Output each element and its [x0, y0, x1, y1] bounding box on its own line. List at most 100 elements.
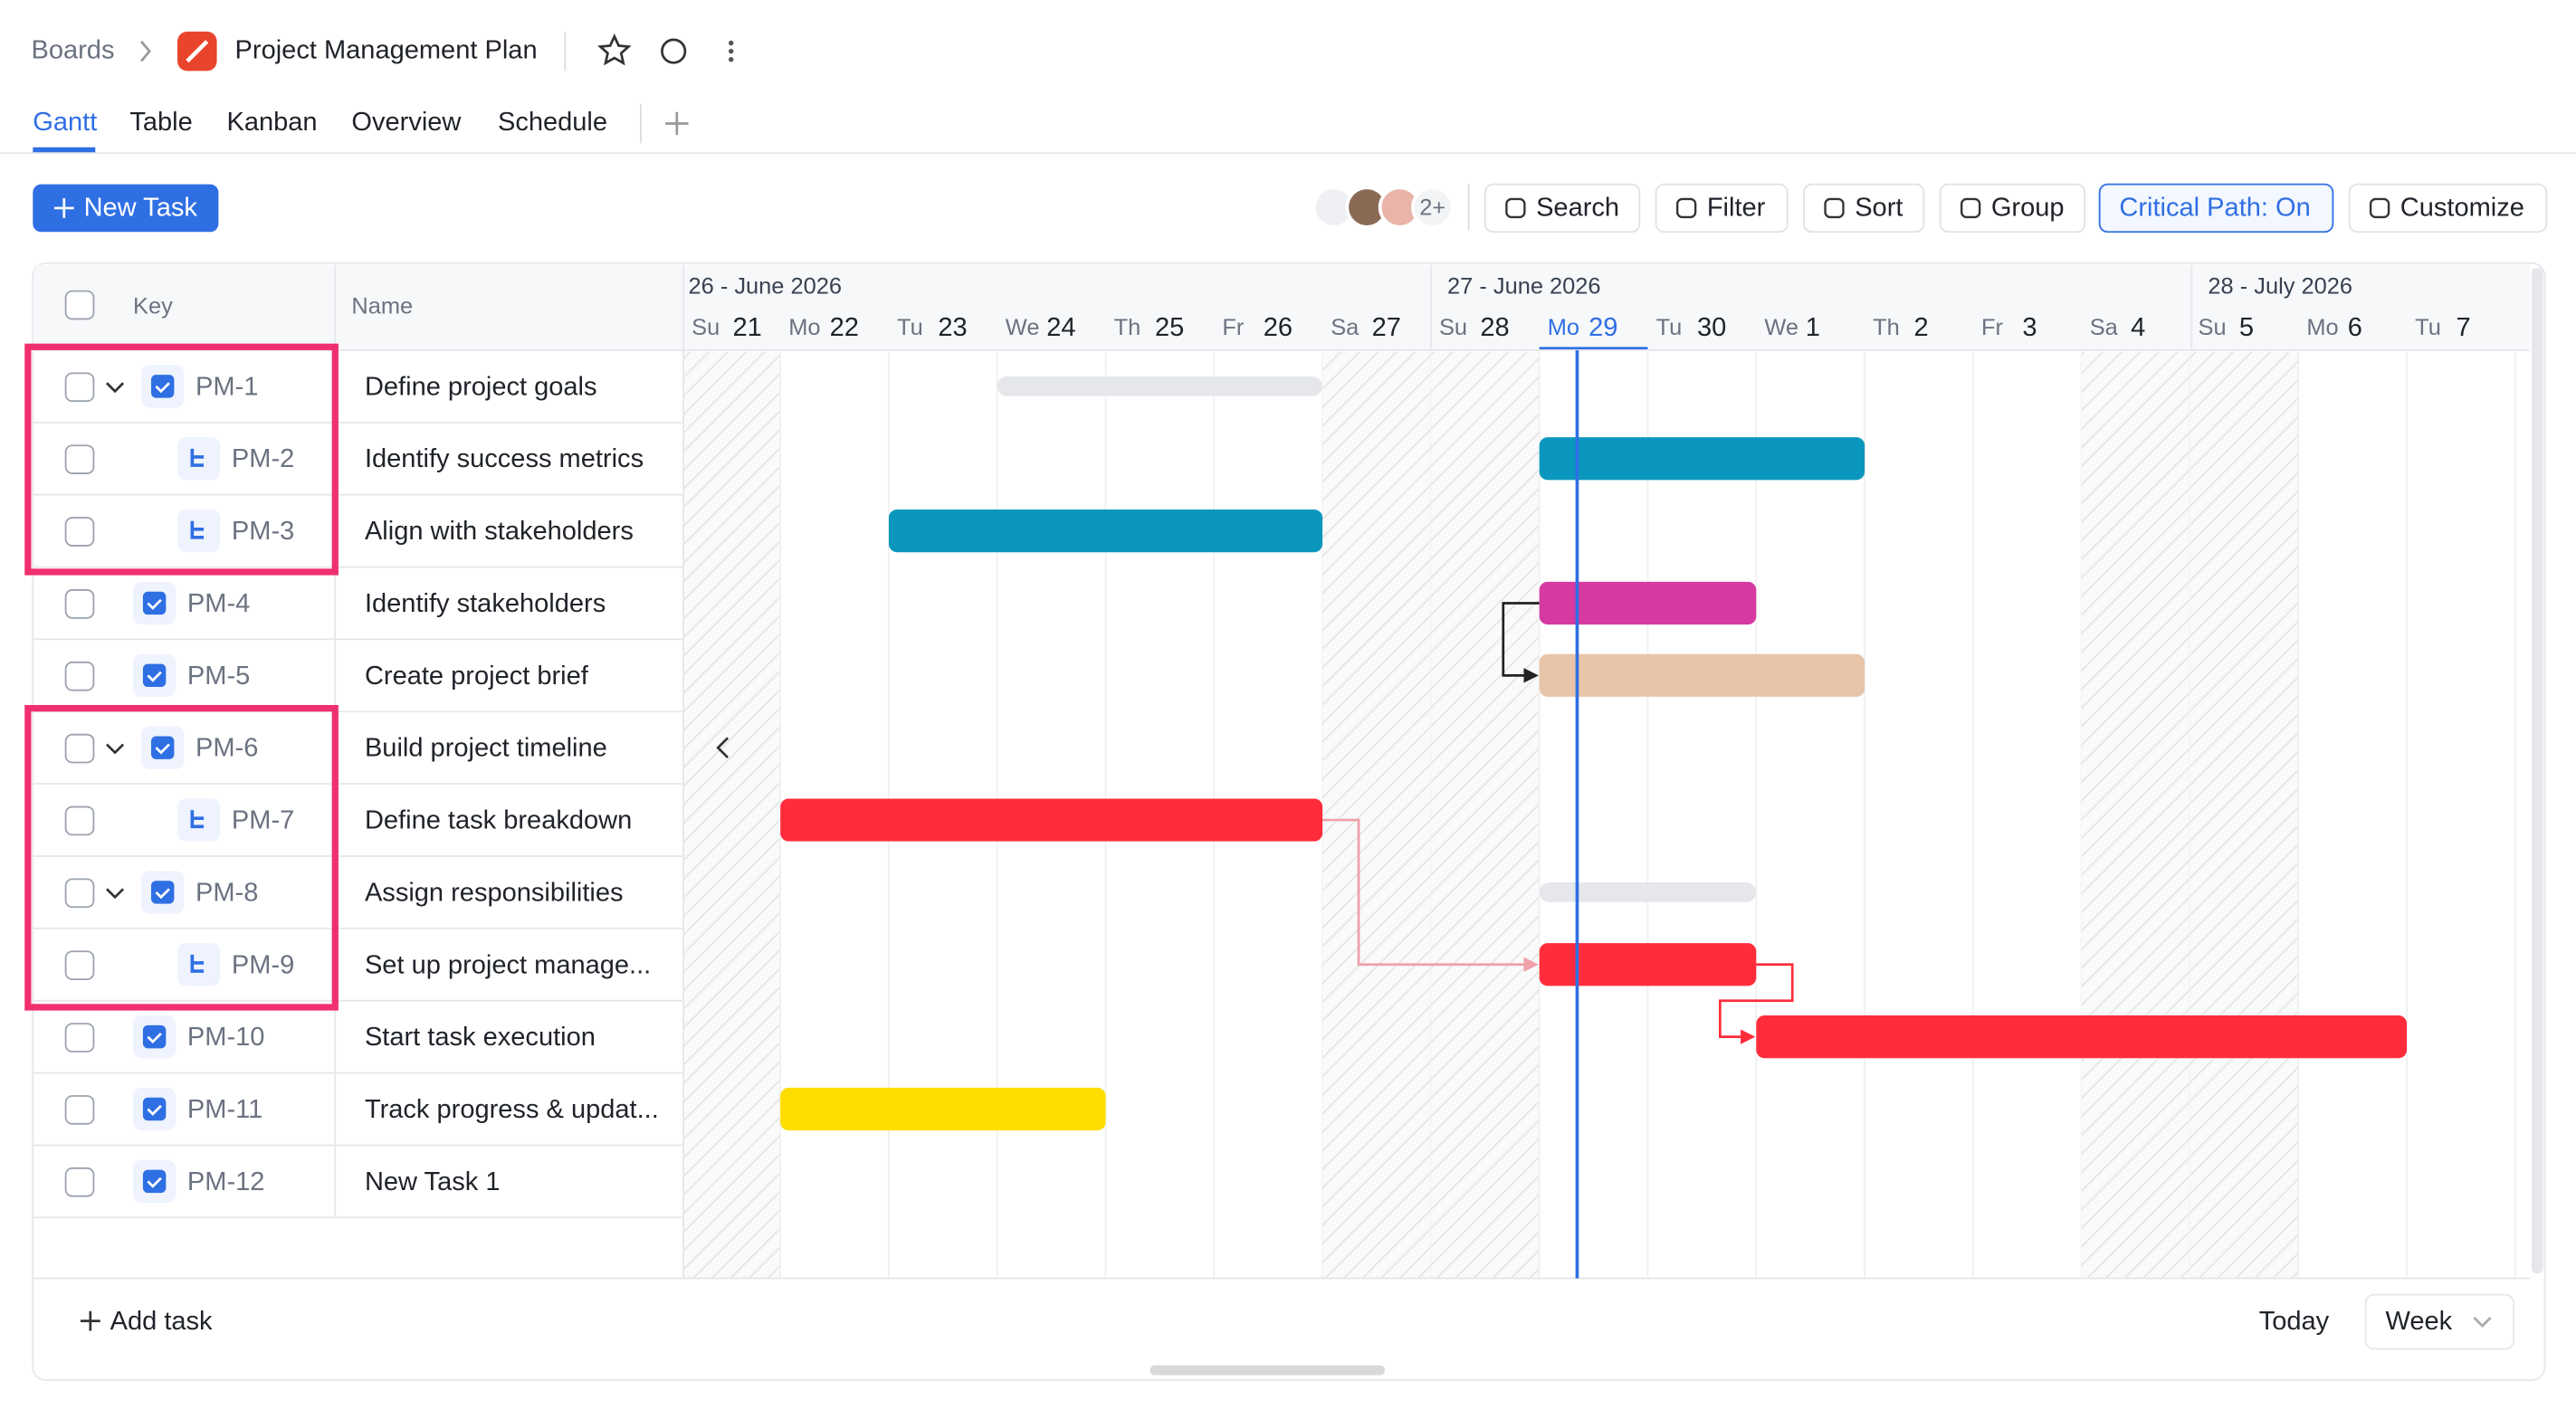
task-key: PM-6 — [196, 734, 258, 763]
row-checkbox[interactable] — [64, 878, 95, 909]
toolbar-button[interactable] — [1803, 183, 1925, 233]
task-name[interactable]: Assign responsibilities — [365, 878, 624, 907]
task-name[interactable]: Build project timeline — [365, 734, 607, 763]
expand-toggle[interactable] — [106, 888, 125, 900]
task-name[interactable]: New Task 1 — [365, 1167, 501, 1196]
rows: PM-1 Define project goals PM-2 Identify suc… — [33, 365, 684, 1219]
subtask-icon — [190, 448, 205, 467]
toolbar-button-label: Critical Path: On — [2119, 194, 2310, 223]
row-checkbox[interactable] — [64, 805, 95, 836]
row-checkbox[interactable] — [64, 950, 95, 981]
row-checkbox[interactable] — [64, 372, 95, 403]
day-of-week: Th — [1114, 315, 1141, 340]
plus-icon — [80, 1310, 100, 1331]
task-icon — [142, 1169, 167, 1194]
row-checkbox[interactable] — [64, 733, 95, 764]
row-checkbox[interactable] — [64, 589, 95, 619]
day-number: 22 — [830, 313, 859, 342]
tab[interactable]: Table — [129, 108, 192, 137]
row-checkbox[interactable] — [64, 661, 95, 691]
task-name[interactable]: Align with stakeholders — [365, 517, 634, 546]
v-scrollbar[interactable] — [2531, 268, 2543, 1274]
day-number: 26 — [1264, 313, 1293, 342]
task-bar[interactable] — [1539, 437, 1865, 481]
task-name[interactable]: Set up project manage... — [365, 950, 651, 979]
tab[interactable]: Kanban — [226, 108, 317, 137]
toolbar-button[interactable] — [1484, 183, 1641, 233]
breadcrumb-root[interactable]: Boards — [31, 35, 114, 64]
task-bar[interactable] — [780, 1087, 1106, 1131]
task-name[interactable]: Identify success metrics — [365, 444, 644, 473]
star-icon[interactable] — [596, 33, 632, 66]
row-checkbox[interactable] — [64, 1167, 95, 1197]
day-number: 28 — [1480, 313, 1509, 342]
day-of-week: Su — [2199, 315, 2227, 340]
task-name[interactable]: Create project brief — [365, 662, 589, 691]
toolbar-button-label: Search — [1536, 194, 1619, 223]
day-of-week: We — [1006, 315, 1040, 340]
task-name[interactable]: Identify stakeholders — [365, 589, 606, 618]
day-number: 2 — [1914, 313, 1929, 342]
row-checkbox[interactable] — [64, 1023, 95, 1053]
task-key: PM-2 — [232, 444, 294, 473]
new-task-button[interactable] — [33, 184, 219, 233]
task-bar[interactable] — [1539, 581, 1757, 625]
expand-toggle[interactable] — [106, 382, 125, 394]
day-number: 6 — [2348, 313, 2362, 342]
summary-bar[interactable] — [997, 376, 1323, 396]
task-name[interactable]: Define project goals — [365, 372, 597, 401]
h-scrollbar[interactable] — [1150, 1365, 1386, 1376]
task-bar[interactable] — [1756, 1015, 2408, 1059]
add-task[interactable]: Add task — [110, 1307, 213, 1336]
day-of-week: Sa — [1331, 315, 1360, 340]
task-name[interactable]: Track progress & updat... — [365, 1095, 659, 1124]
day-of-week: Su — [692, 315, 720, 340]
more-icon[interactable] — [728, 40, 734, 62]
day-number: 30 — [1697, 313, 1726, 342]
avatar-more[interactable] — [1411, 186, 1455, 229]
task-bar[interactable] — [888, 510, 1323, 553]
new-task-label: New Task — [84, 194, 198, 223]
task-icon — [142, 663, 167, 688]
today-button[interactable]: Today — [2259, 1307, 2330, 1336]
task-name[interactable]: Start task execution — [365, 1023, 596, 1052]
weekend-column — [683, 351, 781, 1279]
task-key: PM-3 — [232, 517, 294, 546]
row-checkbox[interactable] — [64, 1095, 95, 1125]
dependency — [1502, 602, 1540, 683]
button-icon — [2369, 197, 2390, 219]
add-tab[interactable] — [665, 111, 689, 136]
toolbar-button[interactable] — [2348, 183, 2548, 233]
tab[interactable]: Schedule — [498, 108, 607, 137]
task-bar[interactable] — [1539, 943, 1757, 986]
expand-toggle[interactable] — [106, 743, 125, 755]
toolbar-button[interactable] — [1655, 183, 1789, 233]
day-number: 23 — [938, 313, 967, 342]
row-checkbox[interactable] — [64, 444, 95, 474]
row-checkbox[interactable] — [64, 517, 95, 547]
select-all-checkbox[interactable] — [64, 290, 95, 320]
collapse-arrow[interactable] — [716, 737, 730, 759]
toolbar-button[interactable] — [1939, 183, 2086, 233]
subtask-icon — [190, 954, 205, 973]
watch-icon[interactable] — [661, 38, 687, 64]
task-bar[interactable] — [1539, 653, 1865, 697]
task-key: PM-8 — [196, 878, 258, 907]
highlight — [24, 343, 339, 576]
day-number: 3 — [2022, 313, 2037, 342]
tab[interactable]: Gantt — [33, 108, 97, 137]
task-icon — [142, 591, 167, 615]
task-key: PM-10 — [187, 1023, 265, 1052]
task-key: PM-4 — [187, 589, 250, 618]
task-bar[interactable] — [780, 798, 1323, 842]
tab[interactable]: Overview — [351, 108, 462, 137]
day-number: 5 — [2239, 313, 2254, 342]
toolbar-button[interactable] — [2098, 183, 2334, 233]
board-title[interactable]: Project Management Plan — [235, 35, 538, 64]
task-name[interactable]: Define task breakdown — [365, 806, 632, 835]
task-icon-check — [155, 382, 170, 394]
day-number: 7 — [2457, 313, 2471, 342]
summary-bar[interactable] — [1539, 882, 1757, 902]
view-select[interactable] — [2364, 1293, 2514, 1350]
